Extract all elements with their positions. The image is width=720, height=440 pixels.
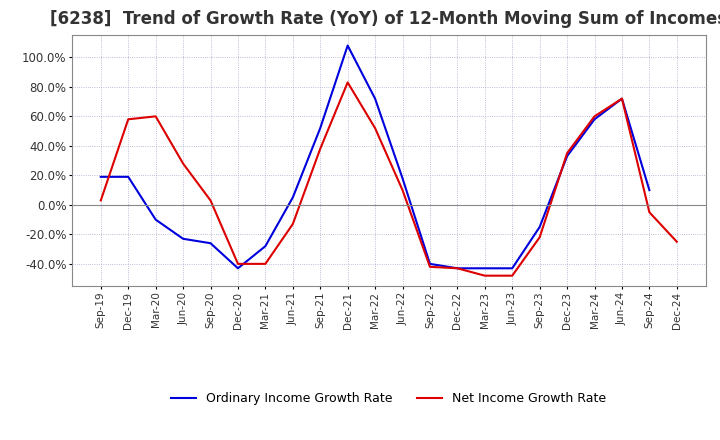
- Ordinary Income Growth Rate: [179, 236, 187, 242]
- Net Income Growth Rate: [398, 187, 407, 193]
- Ordinary Income Growth Rate: [645, 187, 654, 193]
- Ordinary Income Growth Rate: [536, 224, 544, 230]
- Net Income Growth Rate: [371, 125, 379, 131]
- Net Income Growth Rate: [124, 117, 132, 122]
- Net Income Growth Rate: [645, 209, 654, 215]
- Ordinary Income Growth Rate: [343, 43, 352, 48]
- Net Income Growth Rate: [179, 161, 187, 166]
- Ordinary Income Growth Rate: [261, 243, 270, 249]
- Net Income Growth Rate: [563, 150, 572, 156]
- Ordinary Income Growth Rate: [426, 261, 434, 267]
- Net Income Growth Rate: [261, 261, 270, 267]
- Net Income Growth Rate: [618, 96, 626, 101]
- Ordinary Income Growth Rate: [233, 266, 242, 271]
- Ordinary Income Growth Rate: [618, 96, 626, 101]
- Ordinary Income Growth Rate: [316, 125, 325, 131]
- Net Income Growth Rate: [206, 198, 215, 203]
- Net Income Growth Rate: [590, 114, 599, 119]
- Net Income Growth Rate: [453, 266, 462, 271]
- Net Income Growth Rate: [316, 146, 325, 151]
- Ordinary Income Growth Rate: [590, 117, 599, 122]
- Ordinary Income Growth Rate: [563, 154, 572, 159]
- Ordinary Income Growth Rate: [151, 217, 160, 222]
- Ordinary Income Growth Rate: [96, 174, 105, 180]
- Ordinary Income Growth Rate: [371, 96, 379, 101]
- Net Income Growth Rate: [151, 114, 160, 119]
- Net Income Growth Rate: [343, 80, 352, 85]
- Ordinary Income Growth Rate: [480, 266, 489, 271]
- Net Income Growth Rate: [672, 239, 681, 244]
- Net Income Growth Rate: [289, 221, 297, 227]
- Net Income Growth Rate: [480, 273, 489, 279]
- Ordinary Income Growth Rate: [124, 174, 132, 180]
- Line: Ordinary Income Growth Rate: Ordinary Income Growth Rate: [101, 45, 649, 268]
- Ordinary Income Growth Rate: [289, 195, 297, 200]
- Net Income Growth Rate: [508, 273, 516, 279]
- Net Income Growth Rate: [426, 264, 434, 269]
- Ordinary Income Growth Rate: [508, 266, 516, 271]
- Ordinary Income Growth Rate: [398, 176, 407, 181]
- Ordinary Income Growth Rate: [206, 241, 215, 246]
- Ordinary Income Growth Rate: [453, 266, 462, 271]
- Net Income Growth Rate: [233, 261, 242, 267]
- Net Income Growth Rate: [536, 235, 544, 240]
- Net Income Growth Rate: [96, 198, 105, 203]
- Legend: Ordinary Income Growth Rate, Net Income Growth Rate: Ordinary Income Growth Rate, Net Income …: [166, 387, 611, 410]
- Title: [6238]  Trend of Growth Rate (YoY) of 12-Month Moving Sum of Incomes: [6238] Trend of Growth Rate (YoY) of 12-…: [50, 10, 720, 28]
- Line: Net Income Growth Rate: Net Income Growth Rate: [101, 82, 677, 276]
